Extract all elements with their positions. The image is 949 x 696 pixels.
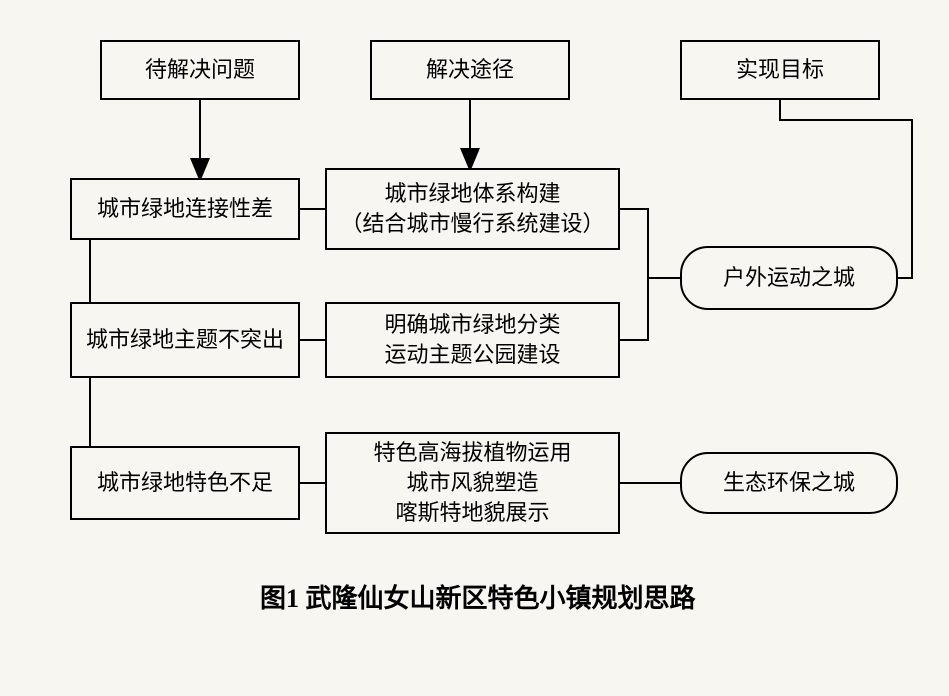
node-text: 生态环保之城: [723, 468, 855, 498]
node-text: 户外运动之城: [723, 263, 855, 293]
node-header_problem: 待解决问题: [100, 40, 300, 100]
node-text: 喀斯特地貌展示: [395, 498, 549, 528]
node-goal1: 户外运动之城: [680, 246, 898, 310]
node-text: 待解决问题: [145, 55, 255, 85]
node-text: 城市绿地体系构建: [384, 179, 560, 209]
node-text: 城市绿地特色不足: [97, 468, 273, 498]
node-text: 解决途径: [426, 55, 514, 85]
node-method2: 明确城市绿地分类运动主题公园建设: [325, 302, 620, 378]
node-problem2: 城市绿地主题不突出: [70, 302, 300, 378]
node-text: 运动主题公园建设: [384, 340, 560, 370]
node-goal2: 生态环保之城: [680, 452, 898, 514]
flowchart-canvas: 待解决问题 解决途径 实现目标城市绿地连接性差 城市绿地体系构建（结合城市慢行系统建设…: [0, 0, 949, 696]
node-text: 城市绿地连接性差: [97, 194, 273, 224]
node-text: 特色高海拔植物运用: [373, 438, 571, 468]
node-problem1: 城市绿地连接性差: [70, 178, 300, 240]
edge: [620, 209, 648, 340]
node-text: 城市风貌塑造: [406, 468, 538, 498]
node-text: （结合城市慢行系统建设）: [340, 209, 604, 239]
node-method1: 城市绿地体系构建（结合城市慢行系统建设）: [325, 168, 620, 250]
node-text: 实现目标: [736, 55, 824, 85]
node-header_method: 解决途径: [370, 40, 570, 100]
node-text: 城市绿地主题不突出: [86, 325, 284, 355]
node-header_goal: 实现目标: [680, 40, 880, 100]
node-text: 明确城市绿地分类: [384, 310, 560, 340]
figure-caption: 图1 武隆仙女山新区特色小镇规划思路: [260, 578, 696, 615]
node-method3: 特色高海拔植物运用城市风貌塑造喀斯特地貌展示: [325, 432, 620, 534]
node-problem3: 城市绿地特色不足: [70, 446, 300, 520]
